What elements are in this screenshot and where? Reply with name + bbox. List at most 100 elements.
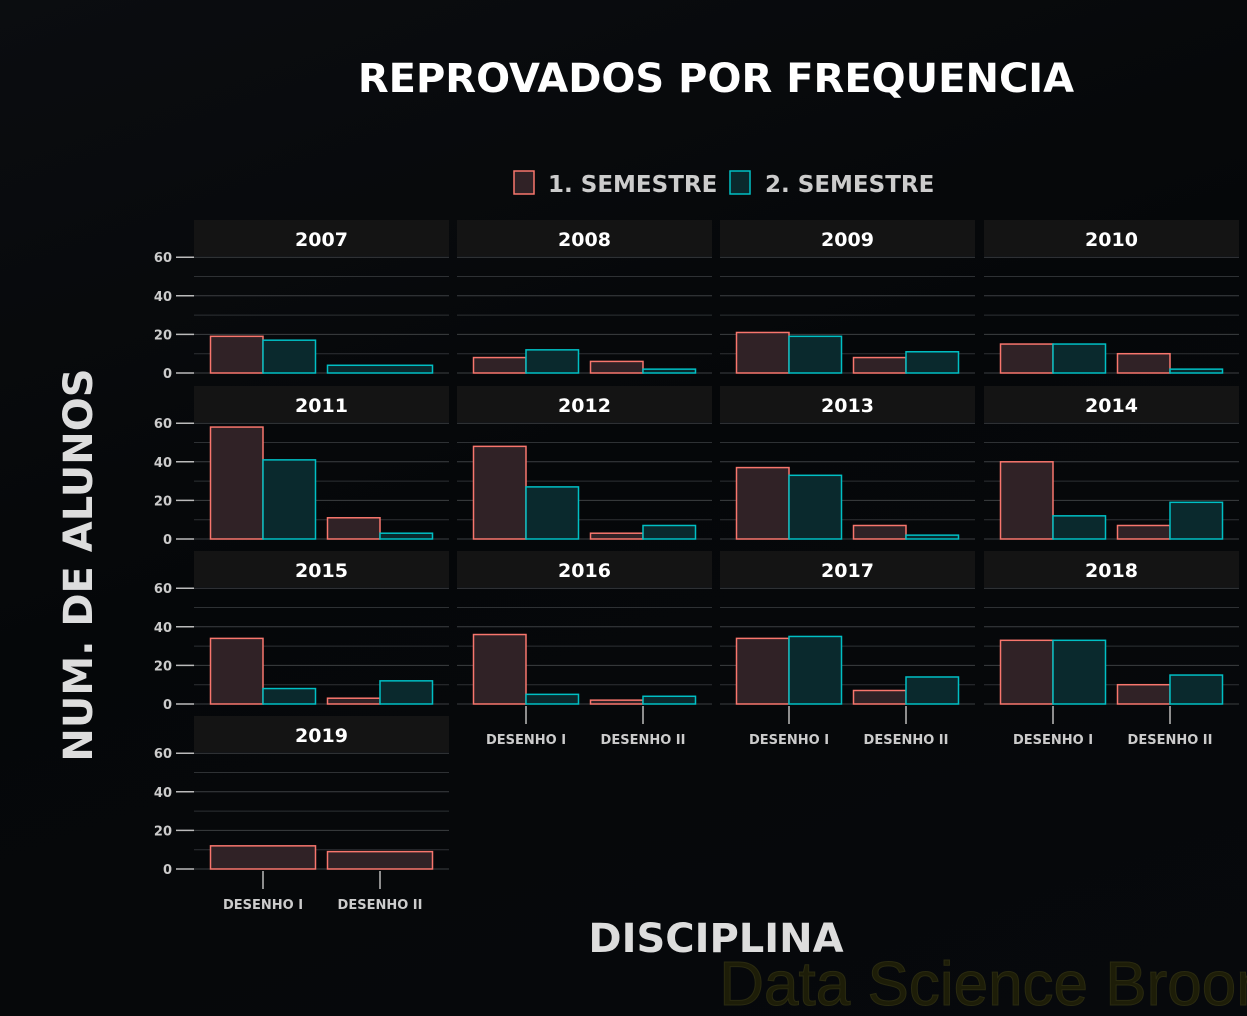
bar-2016-desenho-i-s2 [525, 693, 580, 705]
facet-label: 2009 [821, 229, 874, 251]
bar-2010-desenho-i-s1 [999, 343, 1054, 374]
facet-strip [457, 551, 712, 587]
bar-2010-desenho-i-s2 [1052, 343, 1107, 374]
bar-2013-desenho-i-s2 [788, 474, 843, 540]
bar-2017-desenho-i-s1 [735, 637, 790, 705]
bar-2015-desenho-i-s2 [262, 687, 317, 705]
legend-swatch-2-semestre [729, 170, 751, 195]
y-tick-label: 40 [154, 621, 172, 636]
facet-2009: 2009 [720, 220, 975, 374]
facet-label: 2015 [295, 560, 348, 582]
facet-strip [984, 220, 1239, 256]
x-tick-label: DESENHO II [864, 733, 949, 748]
bar-2014-desenho-ii-s2 [1169, 501, 1224, 540]
x-tick-label: DESENHO II [1128, 733, 1213, 748]
bar-2011-desenho-ii-s2 [379, 532, 434, 540]
bar-2018-desenho-i-s1 [999, 639, 1054, 705]
y-tick-label: 0 [163, 367, 172, 382]
bar-2007-desenho-ii-s2 [326, 364, 434, 374]
bar-2016-desenho-i-s1 [472, 633, 527, 705]
facet-2011: 2011 0 20 40 60 [154, 386, 449, 548]
facet-strip [457, 386, 712, 422]
bar-2012-desenho-ii-s2 [642, 524, 697, 540]
facet-2007: 2007 0 20 40 60 [154, 220, 449, 382]
bar-2013-desenho-ii-s2 [905, 534, 960, 540]
y-tick-label: 60 [154, 251, 172, 266]
x-tick-label: DESENHO II [601, 733, 686, 748]
bar-2019-desenho-ii-s1 [326, 850, 434, 870]
facet-label: 2017 [821, 560, 874, 582]
bar-2018-desenho-ii-s1 [1116, 683, 1171, 705]
bar-2009-desenho-ii-s1 [852, 356, 907, 374]
bar-2007-desenho-i-s1 [209, 335, 264, 374]
bar-2010-desenho-ii-s1 [1116, 352, 1171, 374]
bar-2014-desenho-i-s1 [999, 461, 1054, 540]
bar-2017-desenho-ii-s2 [905, 676, 960, 705]
bar-2009-desenho-i-s1 [735, 331, 790, 374]
facet-label: 2010 [1085, 229, 1138, 251]
facet-2017: 2017 DESENHO I DESENHO II [720, 551, 975, 748]
bar-2015-desenho-i-s1 [209, 637, 264, 705]
facet-label: 2014 [1085, 395, 1138, 417]
bar-2015-desenho-ii-s2 [379, 680, 434, 705]
facet-strip [194, 386, 449, 422]
y-tick-label: 20 [154, 494, 172, 509]
bar-2011-desenho-ii-s1 [326, 517, 381, 540]
facet-2019: 2019 0 20 40 60 DESENHO I DESENHO II [154, 716, 449, 913]
bar-2011-desenho-i-s2 [262, 459, 317, 540]
facet-strip [984, 551, 1239, 587]
facet-label: 2007 [295, 229, 348, 251]
bar-2013-desenho-ii-s1 [852, 524, 907, 540]
facet-strip [984, 386, 1239, 422]
facet-strip [720, 386, 975, 422]
facet-2018: 2018 DESENHO I DESENHO II [984, 551, 1239, 748]
facet-label: 2012 [558, 395, 611, 417]
facet-2008: 2008 [457, 220, 712, 374]
y-tick-label: 60 [154, 582, 172, 597]
y-tick-label: 40 [154, 290, 172, 305]
bar-2018-desenho-i-s2 [1052, 639, 1107, 705]
x-tick-label: DESENHO I [1013, 733, 1093, 748]
x-tick-label: DESENHO I [749, 733, 829, 748]
facet-label: 2018 [1085, 560, 1138, 582]
y-tick-label: 0 [163, 863, 172, 878]
x-tick-label: DESENHO I [486, 733, 566, 748]
facet-label: 2019 [295, 725, 348, 747]
y-tick-label: 40 [154, 456, 172, 471]
y-axis-label: NUM. DE ALUNOS [56, 368, 102, 761]
bar-2012-desenho-i-s1 [472, 445, 527, 540]
y-tick-label: 0 [163, 533, 172, 548]
facet-label: 2011 [295, 395, 348, 417]
bar-2008-desenho-i-s2 [525, 349, 580, 374]
bar-2008-desenho-ii-s2 [642, 368, 697, 374]
facet-strip [194, 220, 449, 256]
x-tick-label: DESENHO I [223, 898, 303, 913]
y-tick-label: 20 [154, 824, 172, 839]
facet-2015: 2015 0 20 40 60 [154, 551, 449, 713]
y-tick-label: 0 [163, 698, 172, 713]
bar-2017-desenho-ii-s1 [852, 689, 907, 705]
y-tick-label: 60 [154, 417, 172, 432]
bar-2008-desenho-i-s1 [472, 356, 527, 374]
bar-2008-desenho-ii-s1 [589, 360, 644, 374]
bar-2014-desenho-ii-s1 [1116, 524, 1171, 540]
bar-2018-desenho-ii-s2 [1169, 674, 1224, 705]
bar-2011-desenho-i-s1 [209, 426, 264, 540]
facet-label: 2008 [558, 229, 611, 251]
chart-title: REPROVADOS POR FREQUENCIA [358, 56, 1074, 102]
y-tick-label: 20 [154, 659, 172, 674]
y-tick-label: 20 [154, 328, 172, 343]
bar-2019-desenho-i-s1 [209, 845, 317, 870]
facet-strip [720, 220, 975, 256]
bar-2013-desenho-i-s1 [735, 466, 790, 540]
facet-strip [194, 551, 449, 587]
bar-2014-desenho-i-s2 [1052, 515, 1107, 540]
bar-2015-desenho-ii-s1 [326, 697, 381, 705]
legend-label-1-semestre: 1. SEMESTRE [548, 172, 717, 198]
facet-strip [194, 716, 449, 752]
bar-2012-desenho-ii-s1 [589, 532, 644, 540]
facet-2013: 2013 [720, 386, 975, 540]
facet-2014: 2014 [984, 386, 1239, 540]
facet-strip [457, 220, 712, 256]
legend: 1. SEMESTRE 2. SEMESTRE [513, 170, 934, 198]
